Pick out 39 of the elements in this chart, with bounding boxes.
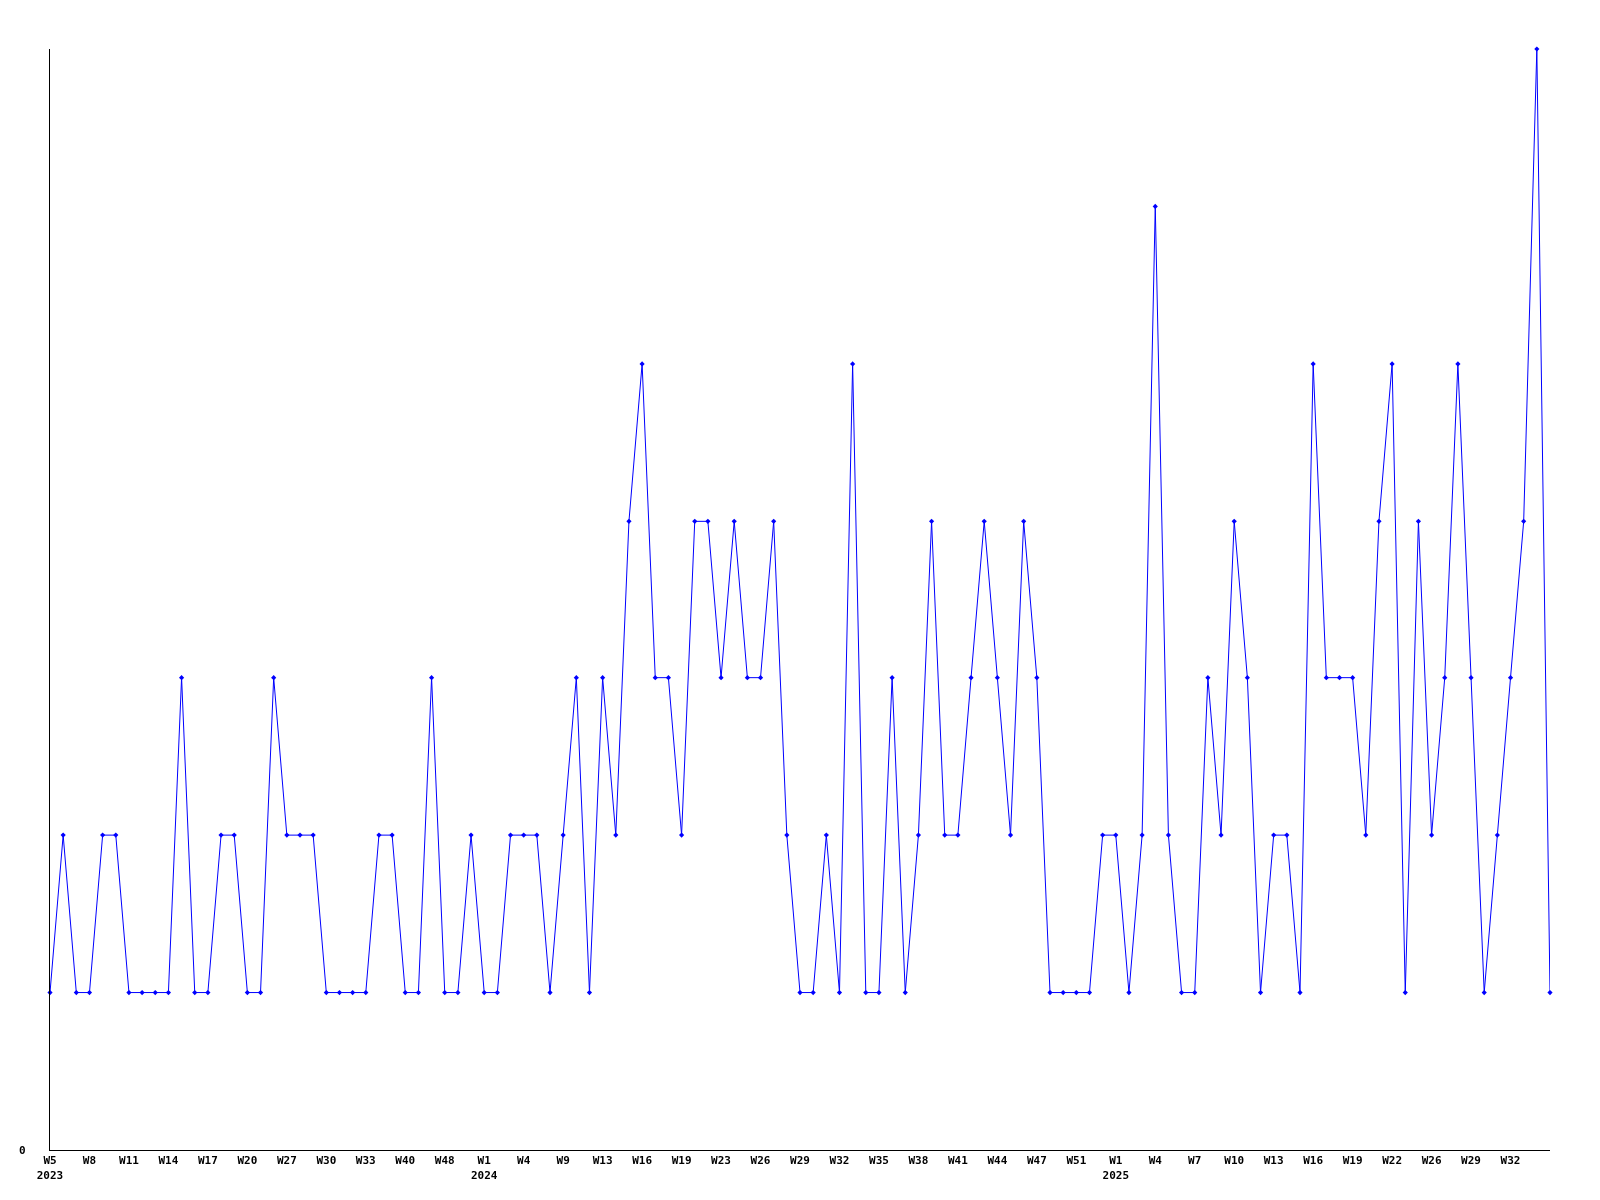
x-tick-label: W48: [434, 1154, 455, 1168]
x-tick-label: W16: [1303, 1154, 1324, 1168]
text: 0: [19, 1144, 26, 1157]
x-tick-label: W14: [158, 1154, 179, 1168]
x-tick-label: W8: [82, 1154, 97, 1168]
x-tick-label: W13: [592, 1154, 613, 1168]
x-tick-label: W29: [790, 1154, 810, 1168]
x-tick-label: W4: [1148, 1154, 1163, 1168]
x-tick-label: W44: [987, 1154, 1008, 1168]
x-tick-label: W20: [237, 1154, 258, 1168]
x-tick-label: W1 2024: [470, 1154, 498, 1182]
x-tick-label: W17: [197, 1154, 218, 1168]
x-tick-label: W33: [355, 1154, 376, 1168]
x-tick-label: W23: [711, 1154, 731, 1168]
x-tick-label: W4: [517, 1154, 531, 1168]
x-tick-label: W22: [1382, 1154, 1403, 1168]
x-tick-label: W41: [947, 1154, 969, 1168]
x-tick-label: W29: [1461, 1154, 1481, 1168]
x-tick-label: W1 2025: [1102, 1154, 1130, 1182]
x-tick-label: W19: [1342, 1154, 1363, 1168]
x-tick-label: W19: [671, 1154, 692, 1168]
x-tick-label: W11: [119, 1154, 140, 1168]
x-tick-label: W26: [1421, 1154, 1442, 1168]
x-tick-label: W7: [1188, 1154, 1202, 1168]
x-tick-label: W40: [395, 1154, 416, 1168]
x-tick-label: W13: [1263, 1154, 1284, 1168]
x-tick-label: W32: [1500, 1154, 1521, 1168]
x-tick-label: W30: [316, 1154, 337, 1168]
x-tick-label: W5 2023: [36, 1154, 64, 1182]
x-tick-label: W38: [908, 1154, 929, 1168]
x-tick-label: W51: [1066, 1154, 1087, 1168]
x-tick-label: W47: [1026, 1154, 1047, 1168]
x-tick-label: W27: [276, 1154, 297, 1168]
x-tick-label: W26: [750, 1154, 771, 1168]
x-tick-label: W35: [869, 1154, 889, 1168]
x-tick-label: W16: [632, 1154, 653, 1168]
x-tick-label: W9: [556, 1154, 570, 1168]
x-tick-label: W32: [829, 1154, 850, 1168]
x-tick-label: W10: [1224, 1154, 1245, 1168]
